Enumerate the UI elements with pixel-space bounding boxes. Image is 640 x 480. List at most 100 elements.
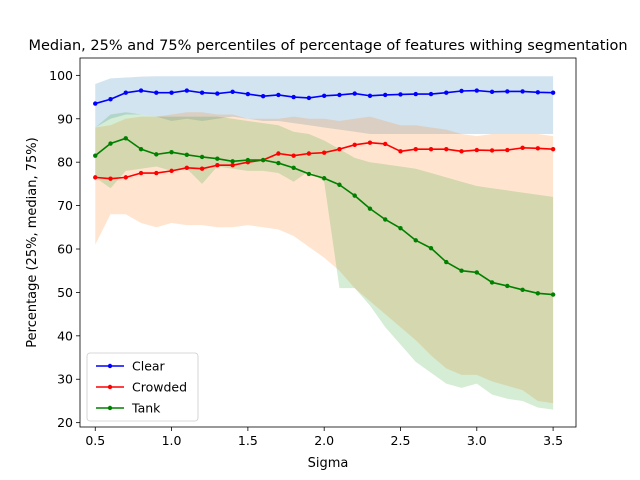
y-tick-label: 80	[57, 155, 73, 170]
x-axis-label: Sigma	[308, 456, 349, 471]
y-tick-label: 40	[57, 328, 73, 343]
tank-point	[245, 157, 251, 163]
clear-series	[93, 88, 556, 106]
tank-point	[337, 182, 342, 187]
clear-point	[184, 88, 190, 93]
tank-point	[413, 238, 418, 243]
clear-point	[230, 89, 235, 95]
clear-point	[215, 91, 220, 96]
clear-point	[199, 90, 205, 95]
tank-point	[306, 171, 312, 177]
crowded-point	[383, 141, 388, 147]
legend-label: Tank	[131, 401, 161, 416]
y-tick-label: 60	[57, 242, 73, 257]
crowded-point	[138, 170, 144, 176]
tank-point	[550, 292, 556, 297]
percentile-bands	[95, 76, 554, 410]
tank-point	[93, 153, 98, 158]
clear-point	[108, 97, 113, 102]
clear-point	[367, 93, 373, 98]
tank-point	[215, 156, 220, 161]
y-tick-label: 70	[57, 198, 73, 213]
crowded-point	[93, 175, 98, 180]
tank-point	[474, 270, 479, 275]
crowded-point	[489, 148, 495, 153]
crowded-point	[520, 145, 525, 151]
crowded-percentile-band	[95, 112, 554, 404]
crowded-point	[169, 168, 174, 174]
y-tick-label: 100	[49, 68, 73, 83]
crowded-point	[123, 175, 128, 180]
legend-marker	[107, 384, 113, 390]
y-tick-label: 20	[57, 415, 73, 430]
x-tick-label: 3.0	[467, 433, 487, 448]
tank-point	[520, 287, 525, 293]
clear-point	[520, 89, 525, 94]
clear-point	[123, 90, 128, 95]
crowded-series	[93, 140, 556, 181]
crowded-point	[230, 163, 235, 168]
crowded-point	[154, 170, 159, 176]
legend: Clear Crowded Tank	[86, 352, 199, 422]
tank-point	[230, 159, 235, 164]
y-axis-ticks: 20 30 40 50 60 70 80 90 100	[49, 68, 80, 430]
crowded-point	[199, 166, 205, 171]
tank-point	[291, 165, 296, 171]
plot-frame	[79, 57, 577, 428]
legend-marker	[107, 405, 113, 411]
x-tick-label: 0.5	[85, 433, 105, 448]
crowded-point	[535, 146, 541, 151]
tank-point	[276, 160, 281, 166]
tank-point	[459, 268, 464, 273]
crowded-point	[444, 146, 449, 152]
crowded-point	[459, 149, 464, 154]
clear-point	[444, 90, 449, 95]
clear-point	[459, 88, 464, 94]
clear-point	[169, 90, 174, 95]
crowded-point	[352, 142, 357, 148]
legend-item-tank: Tank	[96, 401, 161, 416]
tank-point	[428, 245, 434, 251]
crowded-point	[413, 146, 418, 152]
y-tick-label: 90	[57, 111, 73, 126]
tank-point	[489, 280, 495, 285]
y-tick-label: 30	[57, 372, 73, 387]
crowded-point	[184, 165, 190, 171]
clear-percentile-band	[95, 76, 554, 134]
legend-marker	[107, 363, 113, 369]
clear-point	[337, 92, 342, 98]
x-axis-ticks: 0.5 1.0 1.5 2.0 2.5 3.0 3.5	[85, 427, 563, 448]
tank-point	[199, 154, 205, 160]
tank-point	[398, 225, 403, 231]
clear-point	[413, 91, 418, 97]
crowded-point	[306, 151, 312, 156]
clear-point	[93, 101, 98, 106]
clear-point	[291, 94, 296, 100]
y-axis-label: Percentage (25%, median, 75%)	[25, 137, 40, 347]
legend-label: Crowded	[132, 380, 187, 395]
tank-point	[383, 217, 388, 222]
crowded-point	[505, 147, 510, 153]
clear-point	[138, 88, 144, 93]
y-tick-label: 50	[57, 285, 73, 300]
tank-point	[352, 193, 357, 198]
crowded-point	[215, 163, 220, 168]
crowded-point	[550, 146, 556, 152]
clear-point	[276, 92, 281, 98]
legend-item-crowded: Crowded	[96, 380, 187, 395]
legend-item-clear: Clear	[96, 359, 166, 374]
tank-series	[93, 136, 556, 297]
tank-point	[444, 259, 449, 265]
x-tick-label: 2.5	[391, 433, 411, 448]
tank-point	[123, 136, 128, 141]
clear-point	[306, 95, 312, 101]
tank-point	[154, 152, 159, 157]
clear-point	[505, 89, 510, 94]
clear-point	[398, 92, 403, 97]
crowded-point	[398, 149, 403, 154]
legend-box	[86, 352, 199, 422]
tank-point	[138, 146, 144, 152]
clear-point	[383, 92, 388, 98]
legend-label: Clear	[132, 359, 166, 374]
